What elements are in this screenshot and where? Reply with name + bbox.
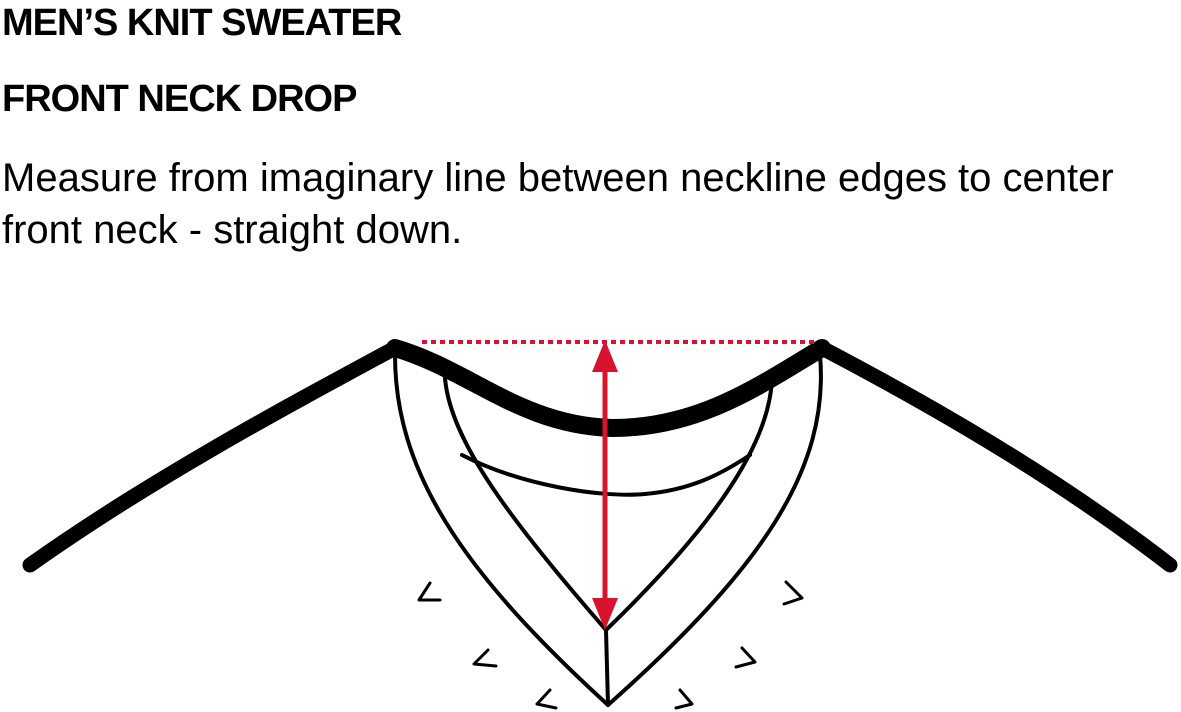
outer-vneck-left [393, 353, 610, 707]
outer-vneck-right [606, 353, 823, 707]
back-neck-band-line [543, 416, 704, 436]
rib-tick-left-1 [417, 581, 442, 602]
center-front-seam [604, 628, 610, 707]
measurement-instructions: Measure from imaginary line between neck… [2, 156, 1114, 252]
arrow-down-icon [592, 598, 618, 630]
right-shoulder-line [814, 340, 1178, 573]
section-heading: FRONT NECK DROP [2, 78, 357, 120]
inner-vneck-right [604, 376, 774, 632]
page-title: MEN’S KNIT SWEATER [2, 2, 402, 44]
inner-vneck-left [443, 376, 608, 632]
rib-tick-right-1 [782, 580, 804, 606]
front-neck-band-curve [460, 453, 752, 497]
rib-tick-left-2 [472, 648, 498, 668]
rib-tick-left-3 [535, 688, 558, 710]
back-neckline [386, 339, 831, 437]
rib-tick-right-3 [674, 688, 694, 710]
left-shoulder-line [22, 340, 403, 573]
arrow-up-icon [592, 340, 618, 372]
rib-tick-right-2 [734, 646, 757, 669]
